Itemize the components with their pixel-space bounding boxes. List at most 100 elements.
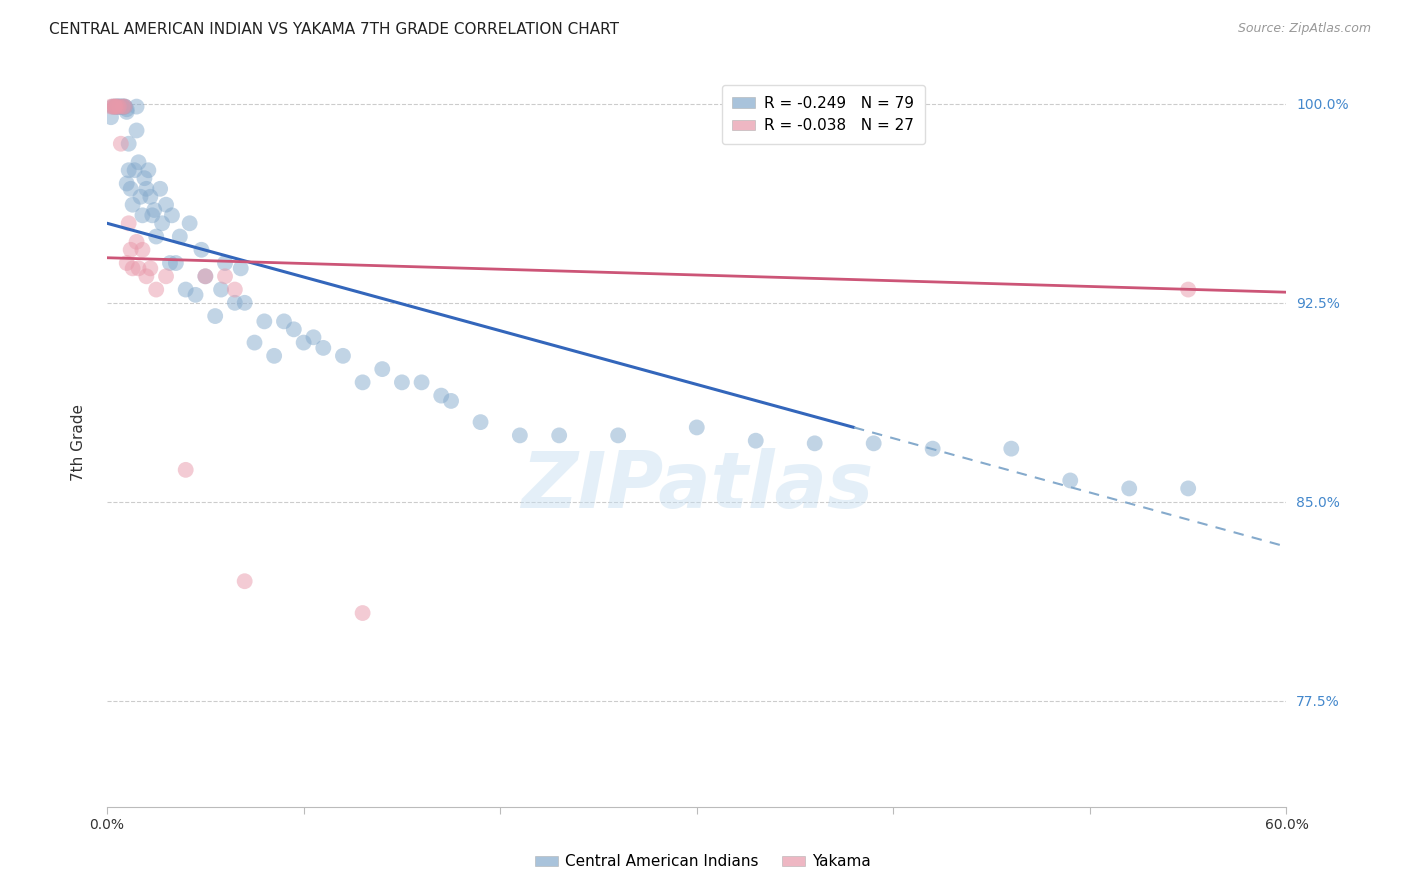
Point bbox=[125, 123, 148, 137]
Point bbox=[134, 171, 156, 186]
Point bbox=[209, 283, 232, 297]
Legend: R = -0.249   N = 79, R = -0.038   N = 27: R = -0.249 N = 79, R = -0.038 N = 27 bbox=[721, 85, 925, 145]
Point bbox=[104, 100, 127, 114]
Point bbox=[686, 420, 709, 434]
Point bbox=[273, 314, 295, 328]
Point bbox=[124, 163, 146, 178]
Point bbox=[115, 256, 138, 270]
Point bbox=[110, 100, 132, 114]
Point bbox=[1118, 482, 1140, 496]
Point bbox=[121, 197, 143, 211]
Point bbox=[224, 283, 246, 297]
Point bbox=[214, 256, 236, 270]
Point bbox=[440, 393, 463, 408]
Point bbox=[121, 261, 143, 276]
Point bbox=[194, 269, 217, 284]
Point bbox=[125, 235, 148, 249]
Point bbox=[803, 436, 825, 450]
Point bbox=[1059, 474, 1081, 488]
Point bbox=[114, 100, 136, 114]
Point bbox=[332, 349, 354, 363]
Point bbox=[243, 335, 266, 350]
Point bbox=[118, 216, 141, 230]
Y-axis label: 7th Grade: 7th Grade bbox=[72, 403, 86, 481]
Point bbox=[190, 243, 212, 257]
Point bbox=[101, 100, 124, 114]
Point bbox=[128, 261, 150, 276]
Point bbox=[115, 177, 138, 191]
Text: ZIPatlas: ZIPatlas bbox=[520, 448, 873, 524]
Point bbox=[214, 269, 236, 284]
Point bbox=[159, 256, 181, 270]
Point bbox=[105, 100, 128, 114]
Point bbox=[174, 283, 197, 297]
Text: CENTRAL AMERICAN INDIAN VS YAKAMA 7TH GRADE CORRELATION CHART: CENTRAL AMERICAN INDIAN VS YAKAMA 7TH GR… bbox=[49, 22, 619, 37]
Point bbox=[149, 182, 172, 196]
Point bbox=[138, 163, 160, 178]
Point bbox=[115, 102, 138, 116]
Point bbox=[312, 341, 335, 355]
Point bbox=[108, 100, 131, 114]
Point bbox=[548, 428, 571, 442]
Point bbox=[108, 100, 131, 114]
Point bbox=[1177, 482, 1199, 496]
Point bbox=[509, 428, 531, 442]
Point bbox=[233, 574, 256, 589]
Point bbox=[1000, 442, 1022, 456]
Point bbox=[411, 376, 433, 390]
Point bbox=[110, 100, 132, 114]
Point bbox=[128, 155, 150, 169]
Point bbox=[204, 309, 226, 323]
Point bbox=[120, 182, 142, 196]
Point bbox=[115, 104, 138, 119]
Point bbox=[120, 243, 142, 257]
Point bbox=[111, 100, 134, 114]
Point bbox=[263, 349, 285, 363]
Point bbox=[139, 261, 162, 276]
Point bbox=[141, 208, 163, 222]
Point bbox=[114, 100, 136, 114]
Point bbox=[104, 100, 127, 114]
Point bbox=[169, 229, 191, 244]
Point bbox=[862, 436, 884, 450]
Point bbox=[233, 295, 256, 310]
Point bbox=[253, 314, 276, 328]
Point bbox=[139, 190, 162, 204]
Point bbox=[118, 163, 141, 178]
Point bbox=[100, 100, 122, 114]
Point bbox=[470, 415, 492, 429]
Point bbox=[145, 283, 167, 297]
Point bbox=[921, 442, 943, 456]
Point bbox=[155, 197, 177, 211]
Point bbox=[302, 330, 325, 344]
Point bbox=[155, 269, 177, 284]
Point bbox=[352, 606, 374, 620]
Point bbox=[179, 216, 201, 230]
Point bbox=[194, 269, 217, 284]
Point bbox=[143, 202, 166, 217]
Point bbox=[145, 229, 167, 244]
Point bbox=[607, 428, 630, 442]
Legend: Central American Indians, Yakama: Central American Indians, Yakama bbox=[529, 848, 877, 875]
Point bbox=[391, 376, 413, 390]
Point bbox=[110, 136, 132, 151]
Point bbox=[108, 100, 131, 114]
Point bbox=[745, 434, 768, 448]
Point bbox=[430, 389, 453, 403]
Point bbox=[118, 136, 141, 151]
Point bbox=[352, 376, 374, 390]
Point bbox=[111, 100, 134, 114]
Point bbox=[283, 322, 305, 336]
Text: Source: ZipAtlas.com: Source: ZipAtlas.com bbox=[1237, 22, 1371, 36]
Point bbox=[100, 110, 122, 124]
Point bbox=[131, 208, 153, 222]
Point bbox=[131, 243, 153, 257]
Point bbox=[1177, 283, 1199, 297]
Point bbox=[135, 182, 157, 196]
Point bbox=[101, 100, 124, 114]
Point bbox=[129, 190, 152, 204]
Point bbox=[174, 463, 197, 477]
Point bbox=[105, 100, 128, 114]
Point bbox=[111, 100, 134, 114]
Point bbox=[135, 269, 157, 284]
